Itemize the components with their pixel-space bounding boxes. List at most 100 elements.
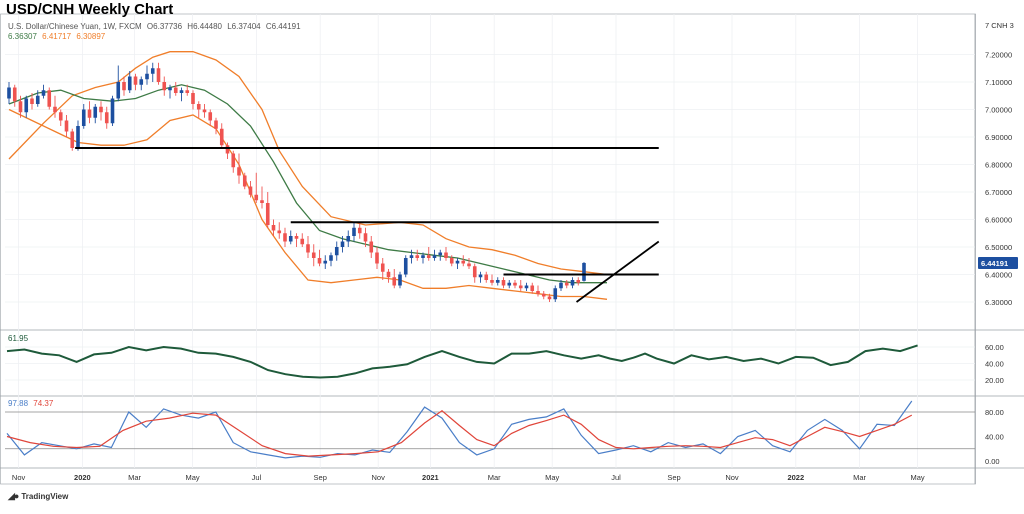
candle-body [265, 203, 270, 225]
rsi-legend-value: 61.95 [8, 334, 29, 343]
candle-body [576, 280, 581, 283]
candle-body [461, 260, 466, 264]
candle-body [449, 258, 454, 264]
candle-body [409, 255, 414, 258]
stoch-d-line [6, 410, 913, 457]
candle-body [547, 296, 552, 300]
candle-body [47, 90, 52, 107]
candle-body [202, 109, 207, 113]
candle-body [116, 82, 121, 99]
candle-body [467, 263, 471, 267]
grid-lines [5, 14, 975, 468]
candle-body [93, 106, 98, 118]
candle-body [495, 280, 500, 283]
candle-body [513, 282, 517, 286]
y-tick-label: 6.30000 [985, 298, 1012, 307]
tradingview-brand: ◢● TradingView [8, 491, 68, 502]
candle-body [386, 271, 391, 278]
candle-body [219, 128, 224, 146]
candle-body [237, 167, 241, 176]
candle-body [7, 87, 11, 99]
candle-body [553, 288, 558, 300]
candle-body [81, 109, 86, 126]
y-tick-label: 6.60000 [985, 216, 1012, 225]
stochastic-pane [5, 400, 975, 459]
candle-body [455, 260, 460, 264]
x-tick-label: May [545, 473, 559, 482]
y-tick-label: 6.80000 [985, 161, 1012, 170]
bb-lower-line [8, 108, 608, 300]
outer-frame [0, 13, 976, 485]
candle-body [507, 282, 512, 286]
candle-body [582, 262, 586, 281]
stoch-tick-label: 40.00 [985, 433, 1004, 442]
support-resistance-lines [75, 147, 660, 303]
candle-body [311, 252, 316, 258]
brand-label: TradingView [21, 492, 69, 501]
y-tick-label: 7.00000 [985, 106, 1012, 115]
stoch-k-value: 97.88 [8, 399, 29, 408]
symbol-ohlc-line: U.S. Dollar/Chinese Yuan, 1W, FXCM O6.37… [8, 22, 304, 31]
candle-body [484, 274, 489, 280]
candle-body [490, 280, 494, 283]
bollinger-bands [8, 51, 608, 300]
x-tick-label: Jul [252, 473, 262, 482]
candle-body [127, 76, 132, 91]
candle-body [173, 87, 178, 93]
candle-body [260, 200, 264, 203]
candle-body [363, 233, 368, 242]
x-tick-label: 2022 [787, 473, 804, 482]
stochastic-legend: 97.88 74.37 [8, 399, 53, 408]
bb-basis-value: 6.36307 [8, 32, 37, 41]
candle-body [501, 280, 506, 286]
axes: 7.20000 7.10000 7.00000 6.90000 6.80000 6.700… [12, 21, 1018, 482]
candle-body [271, 225, 276, 231]
candle-body [346, 236, 351, 242]
candle-body [242, 175, 247, 187]
tradingview-logo-icon: ◢● [8, 491, 19, 501]
trendline [575, 240, 660, 303]
ohlc-low: L6.37404 [227, 22, 261, 31]
bb-upper-value: 6.41717 [42, 32, 72, 41]
candle-body [58, 112, 63, 121]
candle-body [24, 98, 29, 113]
currency-label: 7 CNH 3 [985, 21, 1014, 30]
candle-body [438, 252, 443, 256]
candle-body [110, 98, 115, 124]
x-tick-label: Nov [725, 473, 739, 482]
rsi-tick-label: 40.00 [985, 360, 1004, 369]
stoch-d-value: 74.37 [33, 399, 54, 408]
bollinger-legend: 6.36307 6.41717 6.30897 [8, 32, 108, 41]
candle-body [12, 87, 17, 102]
candle-body [214, 120, 218, 129]
symbol-name: U.S. Dollar/Chinese Yuan, 1W, FXCM [8, 22, 142, 31]
rsi-pane [5, 344, 975, 381]
candle-body [518, 285, 523, 289]
candle-body [196, 104, 201, 110]
candle-body [248, 186, 253, 195]
candle-body [398, 274, 402, 286]
candle-body [334, 247, 339, 256]
x-tick-label: 2021 [422, 473, 439, 482]
y-tick-label: 7.10000 [985, 78, 1012, 87]
candle-body [283, 233, 287, 242]
candle-body [444, 252, 448, 258]
y-tick-label: 6.90000 [985, 133, 1012, 142]
candle-body [150, 68, 155, 74]
candle-body [225, 145, 230, 154]
bb-lower-value: 6.30897 [76, 32, 106, 41]
price-badge-bg [978, 256, 1018, 269]
candle-body [306, 244, 310, 253]
y-tick-label: 6.70000 [985, 188, 1012, 197]
candle-body [288, 236, 293, 242]
bb-basis-line [8, 84, 607, 284]
candle-body [403, 258, 408, 275]
candle-body [352, 227, 356, 236]
candle-body [53, 106, 57, 113]
ohlc-close: C6.44191 [265, 22, 301, 31]
candle-body [415, 255, 420, 258]
candle-body [122, 82, 126, 91]
candle-body [139, 79, 144, 85]
candle-body [357, 227, 362, 234]
candle-body [70, 131, 75, 148]
